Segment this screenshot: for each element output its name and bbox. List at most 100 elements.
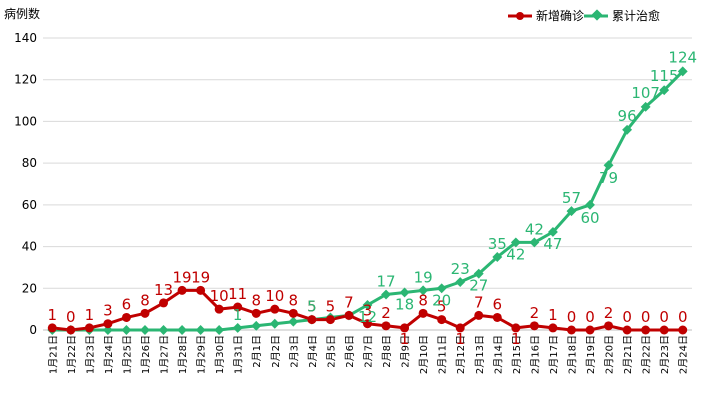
data-label-cumulative-cured: 96 (618, 107, 637, 125)
data-label-new-confirmed: 2 (381, 304, 391, 322)
y-tick-label: 120 (14, 73, 37, 87)
x-tick-label: 1月27日 (159, 335, 171, 374)
data-label-cumulative-cured: 115 (650, 67, 679, 85)
data-label-new-confirmed: 0 (678, 308, 688, 326)
data-point-new-confirmed (66, 325, 76, 335)
x-tick-label: 2月16日 (529, 335, 541, 374)
data-label-new-confirmed: 8 (140, 291, 150, 309)
data-point-cumulative-cured (269, 318, 280, 329)
data-label-new-confirmed: 7 (474, 293, 484, 311)
data-point-new-confirmed (307, 315, 317, 325)
x-tick-label: 2月24日 (678, 335, 690, 374)
data-point-cumulative-cured (121, 325, 132, 335)
data-point-cumulative-cured (492, 252, 503, 262)
data-point-new-confirmed (511, 323, 521, 333)
data-point-new-confirmed (492, 312, 502, 322)
x-tick-label: 1月21日 (47, 335, 59, 374)
data-label-new-confirmed: 8 (289, 291, 299, 309)
data-point-cumulative-cured (473, 268, 484, 279)
data-label-new-confirmed: 2 (604, 304, 614, 322)
data-point-new-confirmed (251, 308, 261, 318)
x-tick-label: 2月21日 (622, 335, 634, 374)
data-label-new-confirmed: 19 (191, 268, 210, 286)
data-point-cumulative-cured (232, 322, 243, 333)
y-tick-label: 0 (29, 323, 37, 337)
x-tick-label: 1月26日 (140, 335, 152, 374)
data-point-new-confirmed (84, 323, 94, 333)
y-axis-label: 病例数 (4, 6, 40, 21)
data-label-new-confirmed: 1 (511, 330, 521, 348)
data-point-new-confirmed (400, 323, 410, 333)
x-tick-label: 2月13日 (474, 335, 486, 374)
data-label-new-confirmed: 1 (548, 306, 558, 324)
data-label-new-confirmed: 8 (418, 291, 428, 309)
data-label-new-confirmed: 19 (173, 268, 192, 286)
data-point-new-confirmed (622, 325, 632, 335)
data-label-cumulative-cured: 42 (506, 245, 525, 263)
data-point-cumulative-cured (177, 325, 188, 335)
data-point-new-confirmed (474, 310, 484, 320)
x-tick-label: 1月22日 (66, 335, 78, 374)
data-point-cumulative-cured (418, 285, 429, 296)
data-point-cumulative-cured (436, 283, 447, 294)
data-label-cumulative-cured: 20 (432, 291, 451, 309)
data-label-cumulative-cured: 27 (469, 277, 488, 295)
legend-marker-cumulative-cured (591, 9, 603, 21)
x-tick-label: 1月28日 (177, 335, 189, 374)
data-point-cumulative-cured (381, 289, 391, 300)
data-label-new-confirmed: 3 (363, 302, 373, 320)
data-label-cumulative-cured: 17 (376, 273, 395, 291)
data-label-cumulative-cured: 5 (307, 298, 317, 316)
data-point-new-confirmed (604, 321, 614, 331)
data-label-cumulative-cured: 79 (599, 169, 618, 187)
data-label-new-confirmed: 11 (228, 285, 247, 303)
y-tick-label: 100 (14, 114, 37, 128)
data-label-new-confirmed: 5 (437, 298, 447, 316)
data-point-new-confirmed (381, 321, 391, 331)
data-point-new-confirmed (159, 298, 169, 308)
data-point-new-confirmed (659, 325, 669, 335)
data-point-cumulative-cured (251, 320, 262, 331)
data-label-cumulative-cured: 23 (451, 260, 470, 278)
data-point-new-confirmed (270, 304, 280, 314)
y-tick-label: 80 (22, 156, 37, 170)
data-point-new-confirmed (288, 308, 298, 318)
data-label-cumulative-cured: 124 (668, 48, 697, 66)
data-label-cumulative-cured: 18 (395, 295, 414, 313)
data-label-new-confirmed: 10 (210, 287, 229, 305)
x-tick-label: 2月17日 (548, 335, 560, 374)
data-point-cumulative-cured (140, 325, 150, 335)
data-label-new-confirmed: 0 (66, 308, 76, 326)
data-point-cumulative-cured (640, 101, 651, 112)
x-tick-label: 2月11日 (437, 335, 449, 374)
x-tick-label: 2月12日 (455, 335, 467, 374)
data-label-cumulative-cured: 1 (233, 306, 243, 324)
grid-lines (43, 37, 692, 289)
data-point-new-confirmed (455, 323, 465, 333)
data-point-new-confirmed (363, 319, 372, 329)
series-markers (47, 66, 688, 335)
data-point-new-confirmed (641, 325, 651, 335)
x-tick-label: 2月5日 (325, 335, 337, 368)
data-label-new-confirmed: 5 (307, 298, 317, 316)
data-label-new-confirmed: 0 (567, 308, 577, 326)
x-tick-label: 2月20日 (604, 335, 616, 374)
y-tick-label: 60 (22, 198, 37, 212)
x-tick-label: 2月15日 (511, 335, 523, 374)
data-label-new-confirmed: 6 (122, 295, 132, 313)
data-point-cumulative-cured (399, 287, 410, 298)
data-label-new-confirmed: 5 (326, 298, 336, 316)
x-tick-label: 2月4日 (307, 335, 319, 368)
data-point-new-confirmed (344, 310, 354, 320)
data-label-new-confirmed: 7 (344, 293, 354, 311)
data-point-new-confirmed (548, 323, 558, 333)
data-point-new-confirmed (103, 319, 113, 329)
legend: 新增确诊 累计治愈 (508, 8, 660, 23)
data-label-new-confirmed: 1 (400, 330, 410, 348)
x-tick-label: 2月2日 (270, 335, 282, 368)
x-tick-label: 2月9日 (400, 335, 412, 368)
x-tick-label: 2月23日 (659, 335, 671, 374)
data-point-cumulative-cured (455, 277, 466, 287)
data-point-cumulative-cured (288, 316, 299, 327)
data-point-cumulative-cured (547, 227, 558, 237)
